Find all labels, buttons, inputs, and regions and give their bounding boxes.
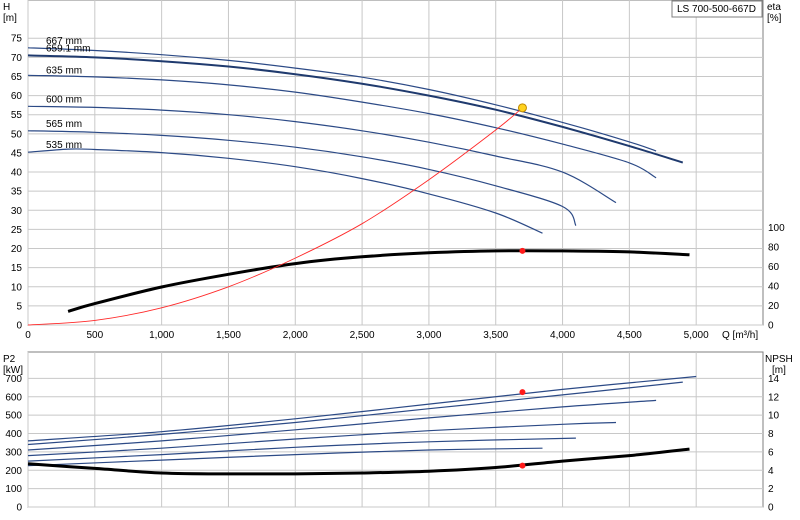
- x-tick-label: 3,000: [416, 330, 441, 341]
- y-left-tick-label: 400: [5, 429, 22, 440]
- y-right-tick-label: 2: [768, 484, 774, 495]
- power-grid: [27, 352, 763, 508]
- y-right-tick-label: 80: [768, 243, 780, 254]
- y-right-tick-label: 8: [768, 429, 774, 440]
- x-tick-label: 5,000: [684, 330, 709, 341]
- y-left-tick-label: 0: [16, 503, 22, 514]
- y-right-tick-label: 0: [768, 321, 774, 332]
- y-left-tick-label: 500: [5, 411, 22, 422]
- power-curve: [27, 375, 697, 442]
- y-left-tick-label: 55: [11, 110, 23, 121]
- y-left-name-bot: P2: [3, 354, 16, 365]
- y-right-tick-label: 6: [768, 447, 774, 458]
- y-left-unit-top: [m]: [3, 13, 17, 24]
- head-curve: [27, 130, 577, 226]
- axis-ticks: 0 500 1,000 1,500 2,000 2,500 3,000 3,500 4,000 4…: [5, 34, 785, 514]
- head-curve-label: 565 mm: [46, 119, 82, 130]
- x-tick-label: 500: [86, 330, 103, 341]
- x-tick-label: 4,500: [617, 330, 642, 341]
- x-tick-label: 1,500: [216, 330, 241, 341]
- y-left-tick-label: 45: [11, 148, 23, 159]
- x-tick-label: 2,000: [283, 330, 308, 341]
- power-curve: [27, 447, 543, 467]
- y-right-tick-label: 4: [768, 466, 774, 477]
- power-series: [27, 375, 697, 476]
- y-left-tick-label: 75: [11, 34, 23, 45]
- y-right-tick-label: 100: [768, 223, 785, 234]
- y-left-tick-label: 70: [11, 53, 23, 64]
- y-left-tick-label: 25: [11, 225, 23, 236]
- y-right-tick-label: 20: [768, 301, 780, 312]
- y-left-tick-label: 35: [11, 187, 23, 198]
- head-curve-label: 535 mm: [46, 140, 82, 151]
- y-left-tick-label: 15: [11, 263, 23, 274]
- y-left-tick-label: 40: [11, 168, 23, 179]
- x-tick-label: 3,500: [483, 330, 508, 341]
- x-tick-label: 4,000: [550, 330, 575, 341]
- chart-title-box: [671, 0, 763, 18]
- power-curve: [27, 421, 617, 457]
- power-curve: [27, 381, 683, 446]
- head-curve: [27, 74, 657, 179]
- x-tick-label: 2,500: [350, 330, 375, 341]
- y-left-tick-label: 200: [5, 466, 22, 477]
- y-right-unit-bot: [m]: [772, 365, 786, 376]
- y-left-tick-label: 10: [11, 282, 23, 293]
- y-left-tick-label: 0: [16, 321, 22, 332]
- system-curve: [27, 107, 523, 326]
- chart-title: LS 700-500-667D: [677, 4, 756, 15]
- x-tick-label: 1,000: [149, 330, 174, 341]
- head-grid: [27, 0, 763, 326]
- npsh-curve: [27, 447, 690, 476]
- y-right-tick-label: 12: [768, 392, 780, 403]
- y-right-tick-label: 40: [768, 282, 780, 293]
- y-left-tick-label: 20: [11, 244, 23, 255]
- y-left-tick-label: 65: [11, 72, 23, 83]
- head-curve-label: 659.1 mm: [46, 43, 90, 54]
- y-left-tick-label: 700: [5, 374, 22, 385]
- y-right-tick-label: 10: [768, 411, 780, 422]
- y-left-tick-label: 5: [16, 301, 22, 312]
- head-curve: [27, 54, 684, 164]
- y-right-name-bot: NPSH: [765, 354, 793, 365]
- y-left-name-top: H: [3, 2, 10, 13]
- y-right-name-top: eta: [767, 2, 781, 13]
- duty-point-head: [517, 103, 527, 113]
- y-left-tick-label: 300: [5, 447, 22, 458]
- y-right-unit-top: [%]: [767, 13, 782, 24]
- y-left-tick-label: 100: [5, 484, 22, 495]
- y-right-tick-label: 14: [768, 374, 780, 385]
- head-curve: [27, 47, 657, 152]
- duty-point-eta: [519, 247, 526, 254]
- y-left-tick-label: 30: [11, 206, 23, 217]
- power-curve: [27, 437, 576, 462]
- y-right-tick-label: 60: [768, 262, 780, 273]
- head-curve: [27, 105, 617, 204]
- y-left-tick-label: 600: [5, 392, 22, 403]
- y-right-tick-label: 0: [768, 503, 774, 514]
- head-curve-label: 635 mm: [46, 65, 82, 76]
- duty-point-npsh: [519, 462, 526, 469]
- x-axis-label: Q [m³/h]: [722, 330, 758, 341]
- head-curve-label: 667 mm: [46, 36, 82, 47]
- efficiency-curve: [67, 249, 690, 313]
- head-curve-label: 600 mm: [46, 94, 82, 105]
- power-curve: [27, 399, 657, 451]
- y-left-unit-bot: [kW]: [3, 365, 23, 376]
- y-left-tick-label: 50: [11, 129, 23, 140]
- head-curve: [27, 148, 543, 234]
- y-left-tick-label: 60: [11, 91, 23, 102]
- x-tick-label: 0: [25, 330, 31, 341]
- duty-point-power: [519, 389, 526, 396]
- power-plot-frame: [27, 351, 764, 508]
